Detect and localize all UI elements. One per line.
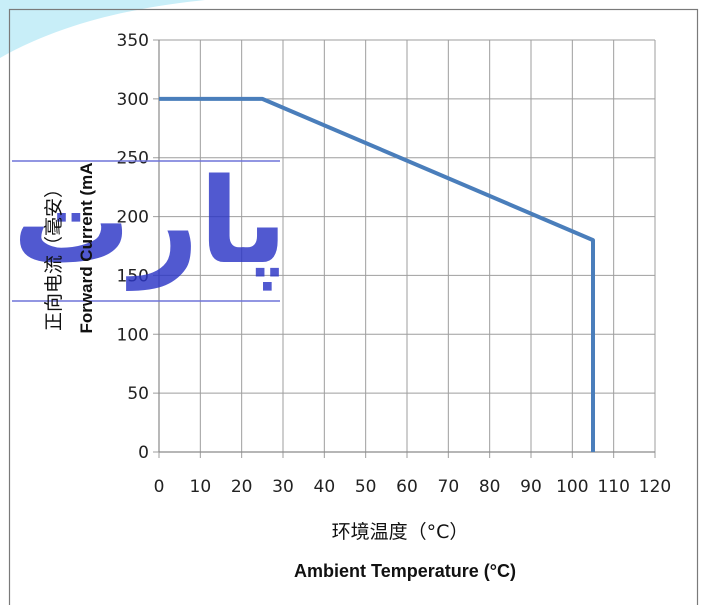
y-tick-label: 300	[117, 90, 149, 110]
x-tick-label: 90	[520, 477, 542, 497]
x-axis-title-en: Ambient Temperature (°C)	[294, 561, 516, 581]
y-axis-title-en: Forward Current (mA	[77, 163, 96, 334]
x-tick-label: 120	[639, 477, 671, 497]
watermark: پارت	[12, 152, 288, 302]
watermark-text: پارت	[12, 152, 287, 291]
x-tick-label: 60	[396, 477, 418, 497]
grid	[153, 39, 656, 458]
x-tick-label: 30	[272, 477, 294, 497]
x-tick-label: 50	[355, 477, 377, 497]
y-tick-label: 200	[117, 208, 149, 228]
y-tick-label: 150	[117, 266, 149, 286]
corner-decoration	[0, 0, 205, 58]
y-tick-label: 50	[127, 384, 149, 404]
outer-border	[8, 8, 699, 605]
x-tick-label: 100	[556, 477, 588, 497]
y-axis-title-zh: 正向电流（毫安）	[43, 179, 65, 331]
x-tick-label: 10	[190, 477, 212, 497]
x-tick-label: 0	[154, 477, 165, 497]
x-axis-title-zh: 环境温度（°C）	[332, 521, 469, 543]
series-line	[159, 96, 595, 452]
tick-labels: 0 10 20 30 40 50 60 70 80 90 100 110 120 0 50 100 150 200…	[117, 31, 672, 497]
x-tick-label: 40	[314, 477, 336, 497]
y-tick-label: 100	[117, 325, 149, 345]
y-tick-label: 0	[138, 443, 149, 463]
x-tick-label: 70	[438, 477, 460, 497]
x-tick-label: 110	[597, 477, 629, 497]
x-tick-label: 20	[231, 477, 253, 497]
x-tick-label: 80	[479, 477, 501, 497]
y-tick-label: 350	[117, 31, 149, 51]
y-tick-label: 250	[117, 149, 149, 169]
